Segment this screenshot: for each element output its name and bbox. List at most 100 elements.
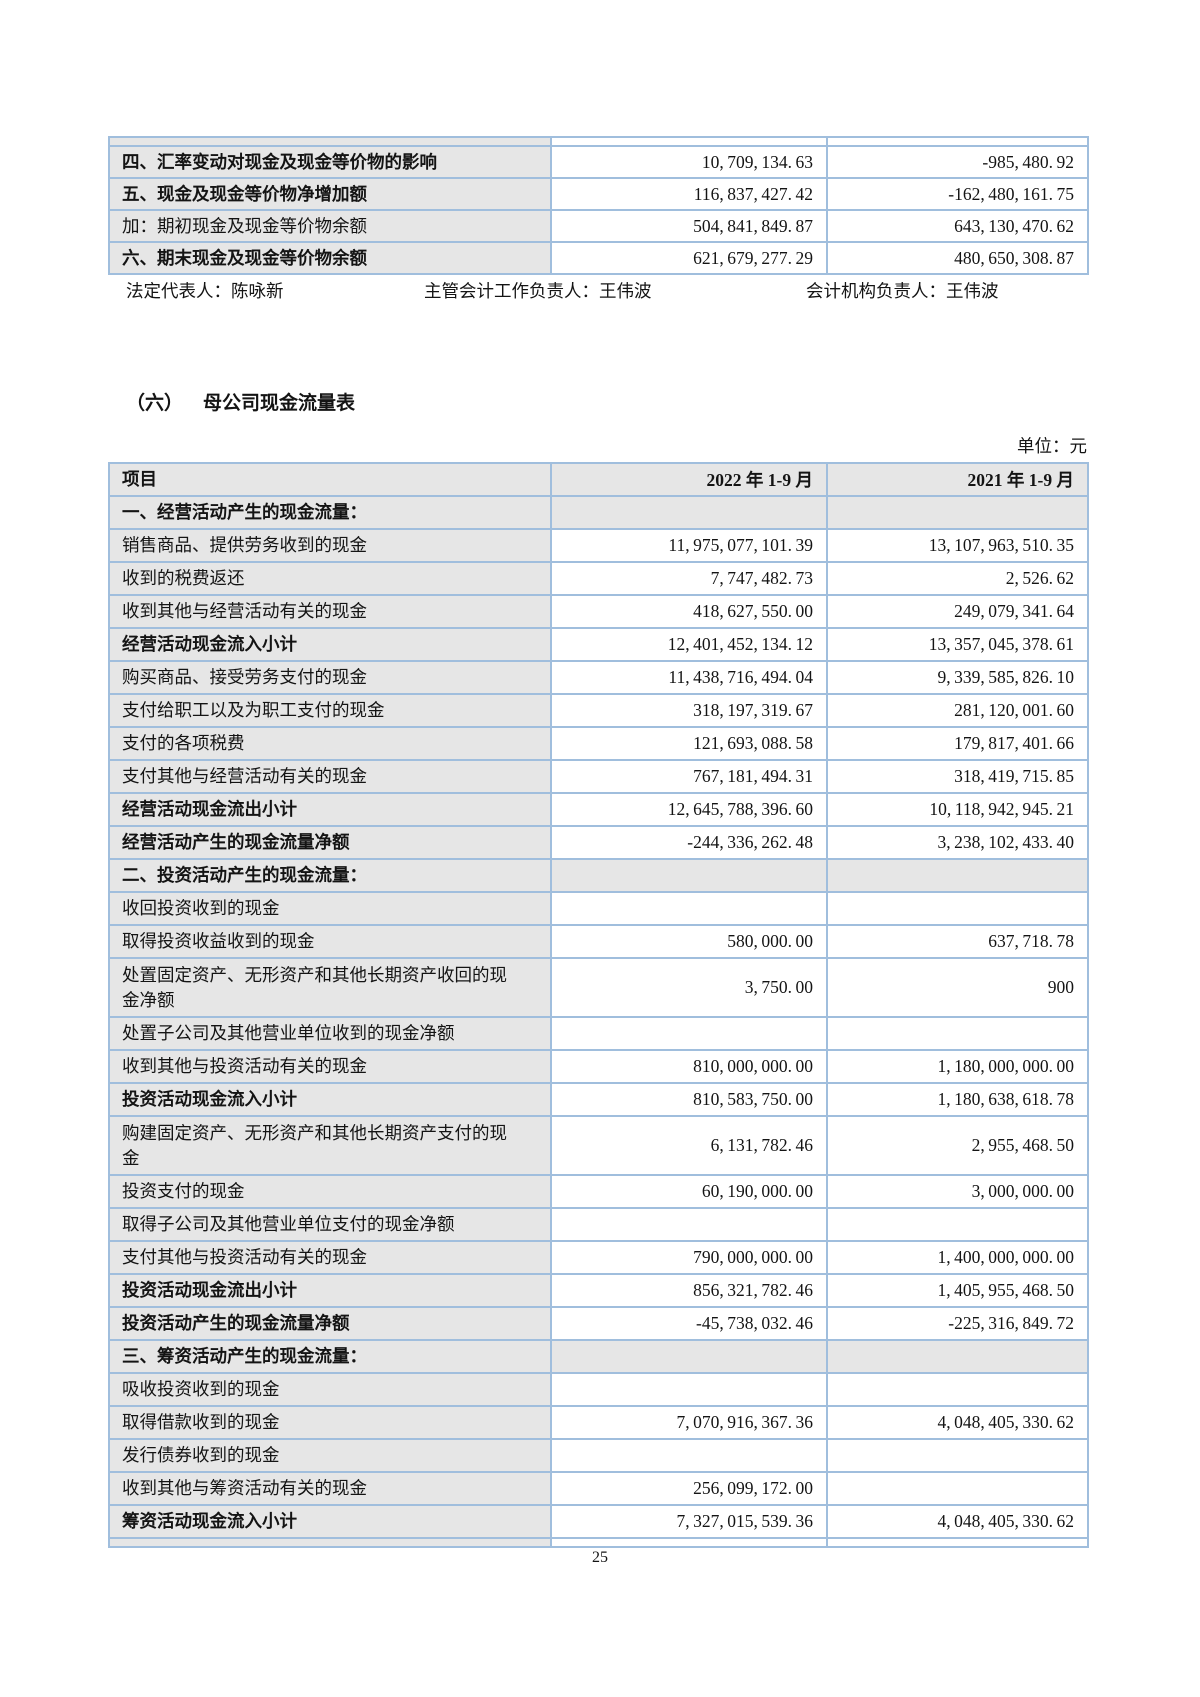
- value-period-1: 810, 583, 750. 00: [550, 1082, 828, 1117]
- value-period-2: 1, 400, 000, 000. 00: [826, 1240, 1089, 1275]
- value-period-2: 480, 650, 308. 87: [826, 241, 1089, 275]
- item-label: 收到其他与投资活动有关的现金: [108, 1049, 552, 1084]
- item-label: 购买商品、接受劳务支付的现金: [108, 660, 552, 695]
- value-period-2: 4, 048, 405, 330. 62: [826, 1405, 1089, 1440]
- subtotal-row: 经营活动产生的现金流量净额 -244, 336, 262. 48 3, 238, 1…: [108, 825, 1089, 860]
- data-row: 支付给职工以及为职工支付的现金 318, 197, 319. 67 281, 120…: [108, 693, 1089, 728]
- data-row: 取得投资收益收到的现金 580, 000. 00 637, 718. 78: [108, 924, 1089, 959]
- value-period-1: -45, 738, 032. 46: [550, 1306, 828, 1341]
- item-label: 投资活动现金流入小计: [108, 1082, 552, 1117]
- value-period-1: [550, 891, 828, 926]
- item-label: 经营活动产生的现金流量净额: [108, 825, 552, 860]
- value-period-2: 3, 238, 102, 433. 40: [826, 825, 1089, 860]
- item-label: 支付其他与经营活动有关的现金: [108, 759, 552, 794]
- value-period-2: [826, 1207, 1089, 1242]
- value-period-1: 7, 327, 015, 539. 36: [550, 1504, 828, 1539]
- value-period-2: 13, 107, 963, 510. 35: [826, 528, 1089, 563]
- data-row: 加：期初现金及现金等价物余额 504, 841, 849. 87 643, 130,…: [108, 209, 1089, 243]
- subtotal-row: 筹资活动现金流入小计 7, 327, 015, 539. 36 4, 048, 40…: [108, 1504, 1089, 1539]
- data-row: 处置固定资产、无形资产和其他长期资产收回的现金净额 3, 750. 00 900: [108, 957, 1089, 1018]
- subtotal-row: 经营活动现金流出小计 12, 645, 788, 396. 60 10, 118, …: [108, 792, 1089, 827]
- item-label: 取得子公司及其他营业单位支付的现金净额: [108, 1207, 552, 1242]
- value-period-2: -225, 316, 849. 72: [826, 1306, 1089, 1341]
- continued-cashflow-table: 四、汇率变动对现金及现金等价物的影响 10, 709, 134. 63 -985, …: [108, 136, 1089, 275]
- value-period-2: -162, 480, 161. 75: [826, 177, 1089, 211]
- value-period-2: 2, 955, 468. 50: [826, 1115, 1089, 1176]
- value-period-2: 1, 180, 000, 000. 00: [826, 1049, 1089, 1084]
- data-row: 收到的税费返还 7, 747, 482. 73 2, 526. 62: [108, 561, 1089, 596]
- item-label: 取得借款收到的现金: [108, 1405, 552, 1440]
- data-row: 五、现金及现金等价物净增加额 116, 837, 427. 42 -162, 480…: [108, 177, 1089, 211]
- data-row: 支付的各项税费 121, 693, 088. 58 179, 817, 401. 6…: [108, 726, 1089, 761]
- partial-row: [108, 136, 1089, 147]
- data-row: 收回投资收到的现金: [108, 891, 1089, 926]
- value-period-1: [550, 136, 828, 147]
- item-label: 六、期末现金及现金等价物余额: [108, 241, 552, 275]
- value-period-1: [550, 1207, 828, 1242]
- value-period-1: 116, 837, 427. 42: [550, 177, 828, 211]
- value-period-1: 10, 709, 134. 63: [550, 145, 828, 179]
- value-period-1: [550, 1537, 828, 1548]
- data-row: 取得子公司及其他营业单位支付的现金净额: [108, 1207, 1089, 1242]
- value-period-1: 767, 181, 494. 31: [550, 759, 828, 794]
- header-row: 项目 2022 年 1-9 月 2021 年 1-9 月: [108, 462, 1089, 497]
- value-period-2: 4, 048, 405, 330. 62: [826, 1504, 1089, 1539]
- partial-row: [108, 1537, 1089, 1548]
- item-label: 二、投资活动产生的现金流量：: [108, 858, 552, 893]
- column-header-item: 项目: [108, 462, 552, 497]
- value-period-2: 13, 357, 045, 378. 61: [826, 627, 1089, 662]
- section-row: 一、经营活动产生的现金流量：: [108, 495, 1089, 530]
- value-period-1: [550, 1016, 828, 1051]
- item-label: 支付的各项税费: [108, 726, 552, 761]
- item-label: 处置子公司及其他营业单位收到的现金净额: [108, 1016, 552, 1051]
- legal-representative: 法定代表人：陈咏新: [126, 281, 284, 301]
- section-row: 三、筹资活动产生的现金流量：: [108, 1339, 1089, 1374]
- value-period-2: 643, 130, 470. 62: [826, 209, 1089, 243]
- value-period-1: 12, 645, 788, 396. 60: [550, 792, 828, 827]
- accounting-department-head: 会计机构负责人：王伟波: [806, 281, 999, 301]
- item-label: 收到的税费返还: [108, 561, 552, 596]
- item-label: [108, 136, 552, 147]
- value-period-2: 900: [826, 957, 1089, 1018]
- item-label: 购建固定资产、无形资产和其他长期资产支付的现金: [108, 1115, 552, 1176]
- item-label: 收回投资收到的现金: [108, 891, 552, 926]
- parent-cashflow-table: 项目 2022 年 1-9 月 2021 年 1-9 月一、经营活动产生的现金流量：…: [108, 462, 1089, 1548]
- data-row: 购买商品、接受劳务支付的现金 11, 438, 716, 494. 04 9, 33…: [108, 660, 1089, 695]
- data-row: 销售商品、提供劳务收到的现金 11, 975, 077, 101. 39 13, 1…: [108, 528, 1089, 563]
- value-period-1: 6, 131, 782. 46: [550, 1115, 828, 1176]
- value-period-2: [826, 1339, 1089, 1374]
- value-period-1: 7, 070, 916, 367. 36: [550, 1405, 828, 1440]
- value-period-1: [550, 495, 828, 530]
- section-heading: （六） 母公司现金流量表: [126, 388, 355, 415]
- item-label: 投资活动产生的现金流量净额: [108, 1306, 552, 1341]
- section-title: 母公司现金流量表: [203, 393, 356, 414]
- data-row: 吸收投资收到的现金: [108, 1372, 1089, 1407]
- data-row: 收到其他与经营活动有关的现金 418, 627, 550. 00 249, 079,…: [108, 594, 1089, 629]
- section-row: 二、投资活动产生的现金流量：: [108, 858, 1089, 893]
- item-label: 支付给职工以及为职工支付的现金: [108, 693, 552, 728]
- subtotal-row: 投资活动产生的现金流量净额 -45, 738, 032. 46 -225, 316,…: [108, 1306, 1089, 1341]
- item-label: 发行债券收到的现金: [108, 1438, 552, 1473]
- value-period-1: 856, 321, 782. 46: [550, 1273, 828, 1308]
- item-label: 三、筹资活动产生的现金流量：: [108, 1339, 552, 1374]
- value-period-1: 318, 197, 319. 67: [550, 693, 828, 728]
- unit-label: 单位：元: [1017, 436, 1087, 456]
- data-row: 六、期末现金及现金等价物余额 621, 679, 277. 29 480, 650,…: [108, 241, 1089, 275]
- value-period-1: [550, 1339, 828, 1374]
- value-period-1: 418, 627, 550. 00: [550, 594, 828, 629]
- value-period-1: 621, 679, 277. 29: [550, 241, 828, 275]
- value-period-2: 637, 718. 78: [826, 924, 1089, 959]
- item-label: [108, 1537, 552, 1548]
- value-period-1: 60, 190, 000. 00: [550, 1174, 828, 1209]
- data-row: 购建固定资产、无形资产和其他长期资产支付的现金 6, 131, 782. 46 2,…: [108, 1115, 1089, 1176]
- subtotal-row: 投资活动现金流出小计 856, 321, 782. 46 1, 405, 955, …: [108, 1273, 1089, 1308]
- signatures-line: 法定代表人：陈咏新 主管会计工作负责人：王伟波 会计机构负责人：王伟波: [0, 278, 1200, 302]
- parent-cashflow-table-body: 项目 2022 年 1-9 月 2021 年 1-9 月一、经营活动产生的现金流量：…: [108, 462, 1089, 1548]
- chief-accounting-officer: 主管会计工作负责人：王伟波: [424, 281, 652, 301]
- value-period-1: [550, 1372, 828, 1407]
- data-row: 处置子公司及其他营业单位收到的现金净额: [108, 1016, 1089, 1051]
- value-period-1: 11, 438, 716, 494. 04: [550, 660, 828, 695]
- item-label: 一、经营活动产生的现金流量：: [108, 495, 552, 530]
- data-row: 发行债券收到的现金: [108, 1438, 1089, 1473]
